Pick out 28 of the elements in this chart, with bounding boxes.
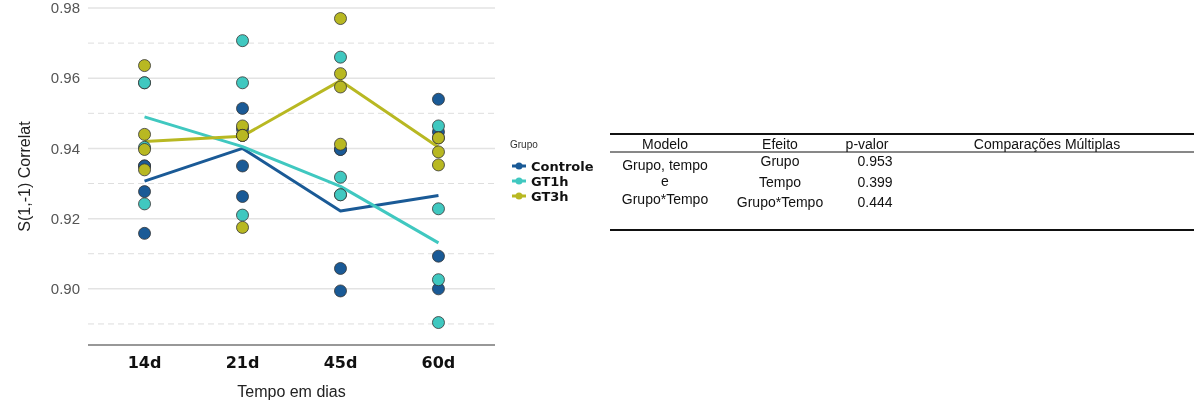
legend-label: GT1h [531,173,569,189]
legend-label: GT3h [531,188,569,204]
text: Grupo, tempo [622,157,709,173]
x-axis-title: Tempo em dias [237,383,346,400]
y-tick-label: 0.94 [50,139,80,157]
x-tick-label: 45d [323,353,358,372]
legend-title: Grupo [510,139,539,150]
legend-label: Controle [531,158,594,174]
x-tick-label: 21d [225,353,260,372]
y-tick-label: 0.96 [50,69,80,87]
y-tick-label: 0.92 [50,209,80,227]
text: Tempo [758,174,802,190]
text: p-valor [845,136,889,152]
text: 0.953 [857,153,893,169]
text: 0.444 [857,194,893,210]
x-tick-label: 60d [421,353,456,372]
y-tick-label: 0.98 [50,0,80,17]
text: Grupo*Tempo [621,191,709,207]
text: Modelo [642,136,689,152]
text: Comparações Múltiplas [973,136,1121,152]
text: Efeito [762,136,799,152]
x-tick-label: 14d [127,353,162,372]
y-axis-title: S(1,-1) Correlat [16,120,33,232]
text: 0.399 [857,174,893,190]
y-tick-label: 0.90 [50,280,80,298]
text: Grupo [760,153,800,169]
text: e [661,173,670,189]
text: Grupo*Tempo [736,194,824,210]
